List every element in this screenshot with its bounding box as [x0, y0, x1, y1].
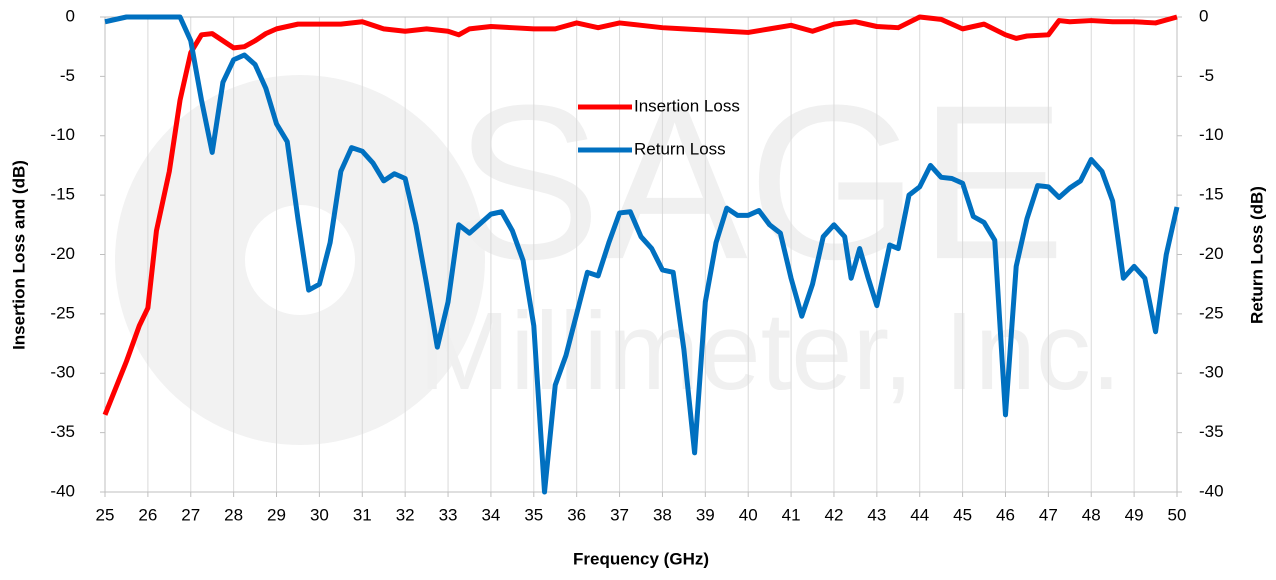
y-tick-label: -30 [50, 363, 75, 382]
watermark: SAGE [454, 59, 1065, 305]
x-tick-label: 28 [224, 505, 243, 524]
x-tick-label: 27 [181, 505, 200, 524]
x-tick-label: 48 [1082, 505, 1101, 524]
y2-tick-label: -40 [1199, 481, 1224, 500]
series-line [104, 14, 1180, 495]
x-axis-label: Frequency (GHz) [573, 549, 709, 568]
x-tick-label: 26 [138, 505, 157, 524]
y-tick-label: -10 [50, 125, 75, 144]
legend-label: Insertion Loss [634, 96, 740, 115]
x-tick-label: 25 [96, 505, 115, 524]
x-tick-label: 33 [439, 505, 458, 524]
y-tick-label: -15 [50, 185, 75, 204]
y2-tick-label: 0 [1199, 6, 1208, 25]
x-tick-label: 36 [567, 505, 586, 524]
y2-tick-label: -30 [1199, 363, 1224, 382]
y2-tick-label: -20 [1199, 244, 1224, 263]
x-tick-label: 38 [653, 505, 672, 524]
watermark-logo [245, 205, 355, 315]
x-tick-label: 50 [1168, 505, 1187, 524]
legend-label: Return Loss [634, 139, 726, 158]
x-tick-label: 42 [824, 505, 843, 524]
x-tick-label: 37 [610, 505, 629, 524]
y-tick-label: 0 [66, 6, 75, 25]
x-tick-label: 46 [996, 505, 1015, 524]
y2-tick-label: -25 [1199, 303, 1224, 322]
x-tick-label: 32 [396, 505, 415, 524]
x-tick-label: 41 [782, 505, 801, 524]
x-tick-label: 39 [696, 505, 715, 524]
x-tick-label: 31 [353, 505, 372, 524]
x-tick-label: 49 [1125, 505, 1144, 524]
x-tick-label: 43 [867, 505, 886, 524]
series-line [102, 14, 1178, 416]
x-tick-label: 30 [310, 505, 329, 524]
x-tick-label: 29 [267, 505, 286, 524]
y2-tick-label: -10 [1199, 125, 1224, 144]
x-tick-label: 34 [481, 505, 500, 524]
x-tick-label: 45 [953, 505, 972, 524]
y2-axis-label: Return Loss (dB) [1247, 186, 1266, 324]
x-tick-label: 44 [910, 505, 929, 524]
y-tick-label: -35 [50, 422, 75, 441]
y-tick-label: -25 [50, 303, 75, 322]
y2-tick-label: -15 [1199, 185, 1224, 204]
y-tick-label: -5 [60, 66, 75, 85]
y-axis-label: Insertion Loss and (dB) [9, 160, 28, 350]
x-tick-label: 35 [524, 505, 543, 524]
y-tick-label: -20 [50, 244, 75, 263]
y-tick-label: -40 [50, 481, 75, 500]
watermark: Millimeter, Inc. [419, 290, 1122, 413]
y2-tick-label: -35 [1199, 422, 1224, 441]
y2-tick-label: -5 [1199, 66, 1214, 85]
x-tick-label: 47 [1039, 505, 1058, 524]
x-tick-label: 40 [739, 505, 758, 524]
